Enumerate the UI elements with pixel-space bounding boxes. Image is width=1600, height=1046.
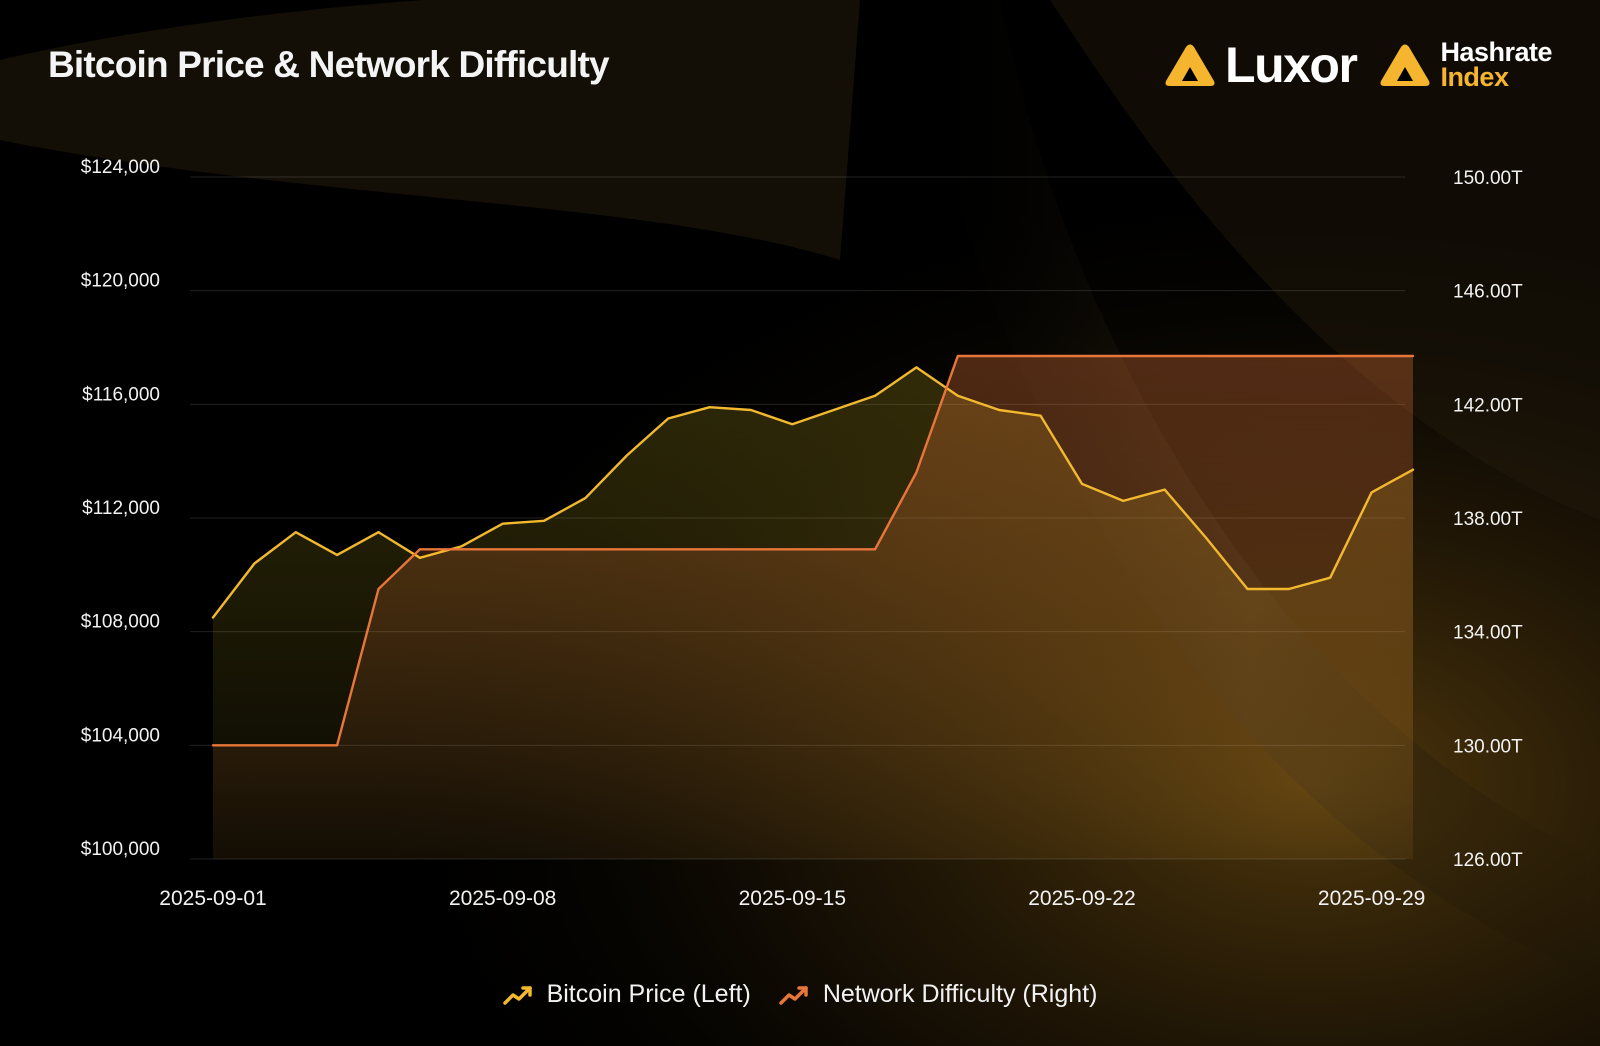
right-axis: 126.00T 130.00T 134.00T 138.00T 142.00T 146.0… [1453, 168, 1523, 871]
right-axis-tick-label: 150.00T [1453, 168, 1523, 189]
left-axis-tick-label: $116,000 [82, 384, 160, 405]
brand-logos: Luxor Hashrate Index [1165, 37, 1552, 93]
series-line-bitcoin-price-left [211, 366, 1415, 619]
right-axis-tick-label: 126.00T [1453, 850, 1523, 871]
series-area-network-difficulty-right [213, 356, 1413, 859]
right-axis-tick-label: 142.00T [1453, 395, 1523, 416]
legend-label: Network Difficulty (Right) [822, 980, 1098, 1008]
x-axis-tick-label: 2025-09-29 [1318, 887, 1425, 910]
hashrate-index-wordmark: Hashrate Index [1440, 37, 1552, 92]
hashrate-index-logo-icon [1380, 44, 1430, 86]
left-axis-tick-label: $120,000 [81, 271, 160, 292]
right-axis-tick-label: 134.00T [1453, 623, 1523, 644]
series-lines [211, 354, 1415, 747]
legend-item-bitcoin-price[interactable]: Bitcoin Price (Left) [502, 980, 751, 1009]
x-axis: 2025-09-01 2025-09-08 2025-09-15 2025-09-22… [159, 887, 1425, 910]
left-axis-tick-label: $100,000 [81, 839, 160, 860]
x-axis-tick-label: 2025-09-08 [449, 887, 556, 910]
luxor-logo-icon [1165, 44, 1215, 86]
trend-up-icon [779, 985, 808, 1005]
series-areas [213, 356, 1413, 859]
left-axis-tick-label: $108,000 [81, 612, 160, 633]
hashrate-word: Hashrate [1440, 37, 1552, 67]
series-line-network-difficulty-right [211, 354, 1415, 747]
legend-label: Bitcoin Price (Left) [546, 980, 751, 1008]
trend-up-icon [502, 985, 532, 1005]
left-axis-tick-label: $124,000 [81, 157, 160, 178]
x-axis-tick-label: 2025-09-15 [739, 887, 846, 910]
left-axis-tick-label: $112,000 [82, 498, 160, 519]
left-axis: $100,000 $104,000 $108,000 $112,000 $116,000… [81, 157, 160, 860]
legend-item-network-difficulty[interactable]: Network Difficulty (Right) [779, 980, 1098, 1009]
chart-legend: Bitcoin Price (Left) Network Difficulty … [0, 980, 1600, 1009]
right-axis-tick-label: 146.00T [1453, 282, 1523, 303]
index-word: Index [1440, 62, 1509, 92]
x-axis-tick-label: 2025-09-22 [1028, 887, 1135, 910]
left-axis-tick-label: $104,000 [81, 725, 160, 746]
right-axis-tick-label: 130.00T [1453, 736, 1523, 757]
right-axis-tick-label: 138.00T [1453, 509, 1523, 530]
x-axis-tick-label: 2025-09-01 [159, 887, 266, 910]
luxor-wordmark: Luxor [1225, 37, 1358, 93]
chart-title: Bitcoin Price & Network Difficulty [48, 44, 610, 85]
